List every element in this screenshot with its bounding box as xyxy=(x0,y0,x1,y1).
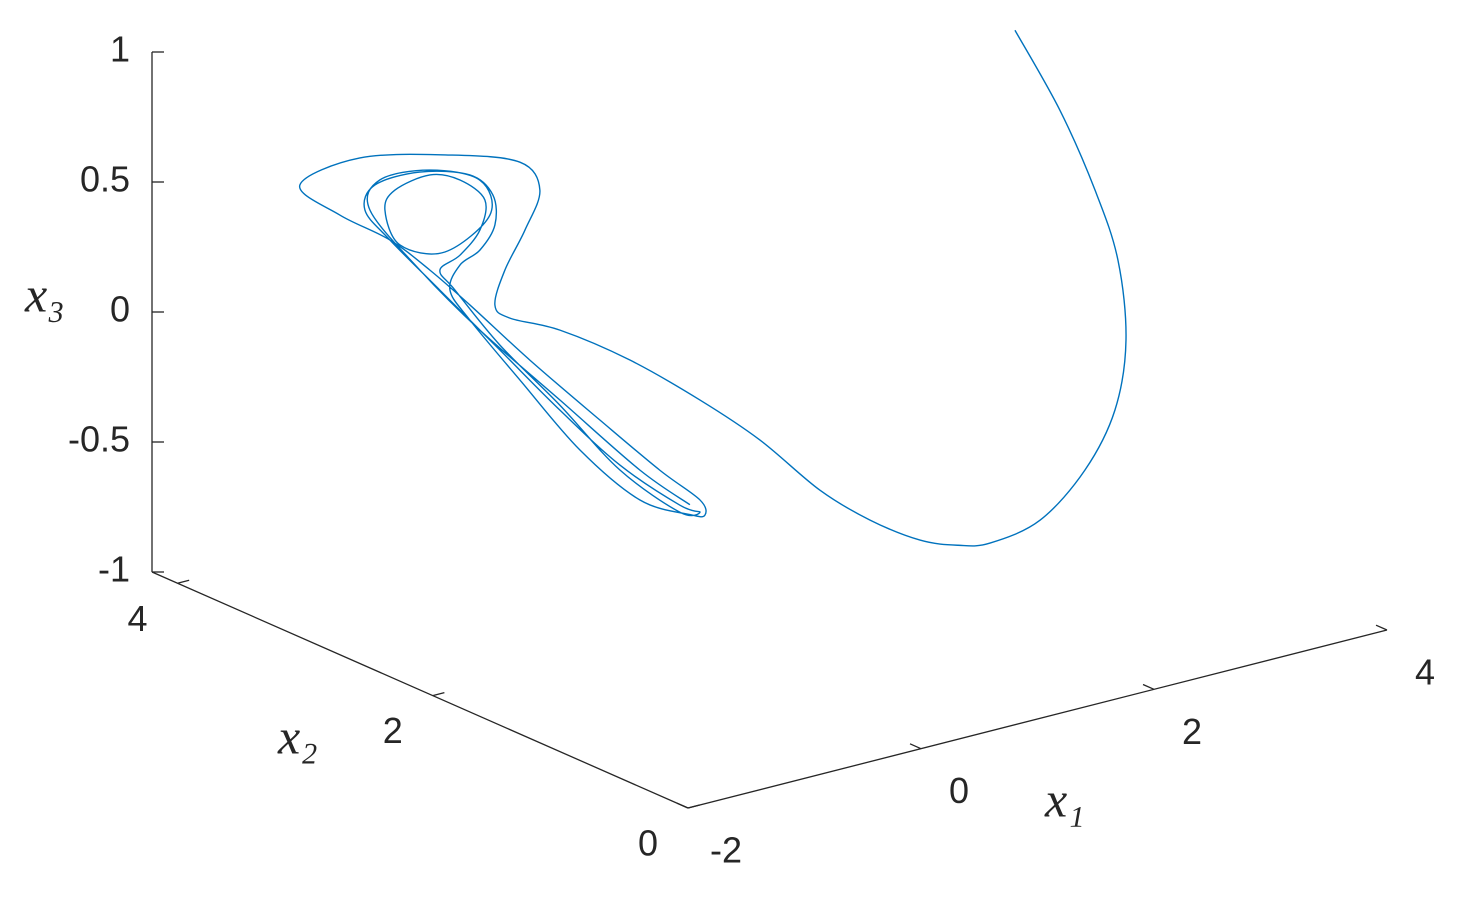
x-tick-label: 0 xyxy=(949,770,969,811)
y-tick xyxy=(687,804,700,809)
z-tick-label: 1 xyxy=(110,29,130,70)
z-tick-label: 0 xyxy=(110,289,130,330)
y-tick-label: 2 xyxy=(383,710,403,751)
y-tick-label: 0 xyxy=(638,823,658,864)
y-tick xyxy=(177,579,190,584)
z-axis-label: x₃ xyxy=(24,266,65,322)
x-axis-line xyxy=(687,629,1388,809)
z-tick-label: 0.5 xyxy=(80,159,130,200)
z-tick-label: -1 xyxy=(98,549,130,590)
z-tick-label: -0.5 xyxy=(68,419,130,460)
x-axis-label: x₁ xyxy=(1044,771,1085,827)
y-axis-label: x₂ xyxy=(277,708,318,764)
x-tick xyxy=(676,802,689,809)
x-tick xyxy=(1142,683,1155,690)
x-tick-label: 4 xyxy=(1415,652,1435,693)
trajectory xyxy=(299,29,1127,547)
y-tick xyxy=(432,692,445,697)
x-tick xyxy=(909,743,922,750)
x-tick-label: 2 xyxy=(1182,711,1202,752)
y-axis-line xyxy=(151,571,689,809)
y-tick-label: 4 xyxy=(128,598,148,639)
x-tick-label: -2 xyxy=(710,830,742,871)
x-tick xyxy=(1375,624,1388,631)
